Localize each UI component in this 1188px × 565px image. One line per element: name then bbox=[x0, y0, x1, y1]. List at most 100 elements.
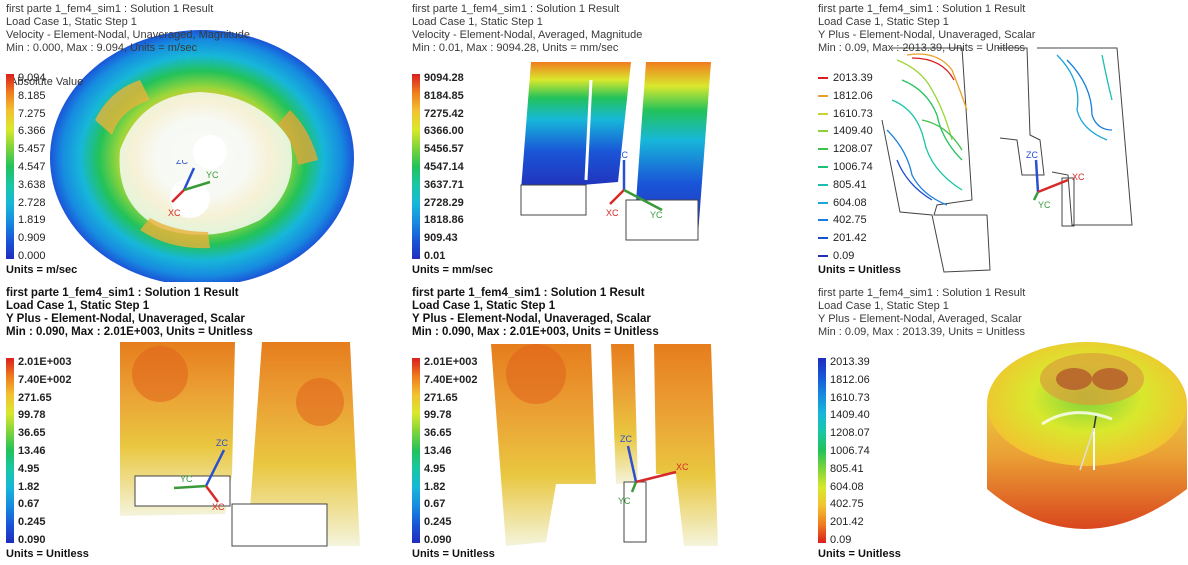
units-label: Units = mm/sec bbox=[412, 264, 494, 276]
legend-tick-label: 7275.42 bbox=[424, 108, 464, 120]
legend-tick-text: 1006.74 bbox=[833, 161, 873, 173]
xc-label: XC bbox=[212, 502, 225, 510]
legend-tick-text: 0.909 bbox=[18, 232, 46, 245]
header-line-range: Min : 0.090, Max : 2.01E+003, Units = Un… bbox=[412, 326, 659, 338]
legend-color-bar bbox=[6, 358, 14, 543]
legend-tick-text: 1610.73 bbox=[833, 107, 873, 120]
legend-tick-text: 805.41 bbox=[833, 178, 867, 191]
xc-label: XC bbox=[1072, 172, 1085, 182]
header-line-title: first parte 1_fem4_sim1 : Solution 1 Res… bbox=[412, 287, 645, 299]
legend-tick-label: 2013.39 bbox=[830, 356, 870, 368]
header-line-loadcase: Load Case 1, Static Step 1 bbox=[818, 16, 949, 28]
yplus-section-contour-b bbox=[491, 344, 718, 546]
legend-tick-label: 4.95 bbox=[18, 463, 39, 475]
legend-tick-text: 1818.86 bbox=[424, 214, 464, 227]
legend-tick-text: 1208.07 bbox=[830, 427, 870, 440]
legend-tick-label: 13.46 bbox=[424, 445, 452, 457]
legend-line-swatch bbox=[818, 219, 828, 222]
units-label: Units = Unitless bbox=[818, 548, 901, 560]
velocity-disk-contour bbox=[50, 30, 354, 282]
legend-tick-label: 0.245 bbox=[424, 516, 452, 528]
legend-tick-label: 99.78 bbox=[18, 409, 46, 421]
header-line-range: Min : 0.01, Max : 9094.28, Units = mm/se… bbox=[412, 42, 619, 54]
legend-tick-label: 0.245 bbox=[18, 516, 46, 528]
legend-tick-label: 271.65 bbox=[18, 392, 52, 404]
legend-tick-text: 1006.74 bbox=[830, 445, 870, 457]
legend-tick-text: 1610.73 bbox=[830, 391, 870, 404]
legend-tick-label: 1610.73 bbox=[818, 107, 873, 120]
legend-tick-text: 805.41 bbox=[830, 462, 864, 475]
header-line-quantity: Y Plus - Element-Nodal, Unaveraged, Scal… bbox=[412, 313, 651, 325]
legend-tick-text: 604.08 bbox=[833, 196, 867, 209]
header-line-range: Min : 0.09, Max : 2013.39, Units = Unitl… bbox=[818, 326, 1025, 338]
yplus-section-contour-a bbox=[120, 342, 360, 547]
header-line-loadcase: Load Case 1, Static Step 1 bbox=[818, 300, 949, 312]
legend-tick-text: 1409.40 bbox=[833, 125, 873, 138]
legend-tick-text: 2.01E+003 bbox=[18, 356, 72, 368]
legend-tick-text: 0.01 bbox=[424, 250, 446, 262]
legend-tick-text: 7.40E+002 bbox=[424, 373, 478, 386]
legend-title: Absolute Value bbox=[10, 76, 84, 88]
legend-tick-text: 201.42 bbox=[830, 516, 864, 529]
legend-tick-label: 9094.28 bbox=[424, 72, 464, 84]
legend-tick-label: 604.08 bbox=[830, 481, 864, 493]
legend-tick-label: 0.090 bbox=[18, 534, 46, 546]
legend-tick-text: 9094.28 bbox=[424, 72, 464, 84]
legend-tick-label: 909.43 bbox=[424, 232, 458, 244]
legend-tick-label: 13.46 bbox=[18, 445, 46, 457]
units-label: Units = m/sec bbox=[6, 264, 78, 276]
legend-tick-text: 1208.07 bbox=[833, 143, 873, 156]
legend-tick-text: 271.65 bbox=[18, 391, 52, 404]
zc-label: ZC bbox=[616, 150, 628, 160]
legend-color-bar bbox=[412, 74, 420, 259]
legend-line-swatch bbox=[818, 77, 828, 80]
legend-tick-label: 1006.74 bbox=[830, 445, 870, 457]
header-line-loadcase: Load Case 1, Static Step 1 bbox=[412, 300, 556, 312]
legend-line-swatch bbox=[818, 166, 828, 169]
legend-tick-label: 805.41 bbox=[818, 178, 867, 191]
legend-tick-label: 1812.06 bbox=[830, 374, 870, 386]
legend-tick-text: 604.08 bbox=[830, 480, 864, 493]
legend-tick-label: 1610.73 bbox=[830, 392, 870, 404]
legend-line-swatch bbox=[818, 183, 828, 186]
legend-tick-text: 3.638 bbox=[18, 178, 46, 191]
legend-line-swatch bbox=[818, 237, 828, 240]
coordinate-triad: ZC XC YC bbox=[168, 160, 219, 218]
header-line-title: first parte 1_fem4_sim1 : Solution 1 Res… bbox=[412, 3, 620, 15]
coordinate-triad: ZC XC YC bbox=[1026, 150, 1085, 210]
legend-tick-label: 2.01E+003 bbox=[18, 356, 72, 368]
yplus-isoline-plot bbox=[881, 47, 1133, 273]
legend-tick-label: 7.275 bbox=[18, 108, 46, 120]
legend-tick-text: 36.65 bbox=[424, 427, 452, 440]
legend-tick-text: 6.366 bbox=[18, 125, 46, 138]
legend-tick-text: 1.82 bbox=[18, 480, 40, 493]
legend-color-bar bbox=[818, 358, 826, 543]
panel-header: first parte 1_fem4_sim1 : Solution 1 Res… bbox=[412, 287, 659, 339]
yc-label: YC bbox=[1038, 200, 1051, 210]
xc-label: XC bbox=[168, 208, 181, 218]
legend-tick-text: 8184.85 bbox=[424, 89, 464, 102]
header-line-quantity: Y Plus - Element-Nodal, Unaveraged, Scal… bbox=[818, 29, 1036, 41]
legend-tick-label: 0.09 bbox=[830, 534, 851, 546]
zc-label: ZC bbox=[176, 160, 188, 166]
legend-tick-label: 1.82 bbox=[18, 481, 39, 493]
result-panel-1: first parte 1_fem4_sim1 : Solution 1 Res… bbox=[0, 0, 396, 282]
header-line-range: Min : 0.000, Max : 9.094, Units = m/sec bbox=[6, 42, 198, 54]
legend-tick-text: 0.245 bbox=[424, 516, 452, 529]
legend-tick-text: 0.67 bbox=[18, 498, 40, 511]
legend-tick-label: 201.42 bbox=[818, 232, 867, 245]
legend-tick-label: 2013.39 bbox=[818, 72, 873, 84]
legend-tick-label: 7.40E+002 bbox=[424, 374, 478, 386]
legend-tick-label: 604.08 bbox=[818, 196, 867, 209]
legend-tick-label: 402.75 bbox=[830, 498, 864, 510]
header-line-loadcase: Load Case 1, Static Step 1 bbox=[412, 16, 543, 28]
legend-tick-text: 13.46 bbox=[424, 445, 452, 457]
legend-tick-text: 271.65 bbox=[424, 391, 458, 404]
legend-tick-label: 1409.40 bbox=[830, 409, 870, 421]
panel-header: first parte 1_fem4_sim1 : Solution 1 Res… bbox=[6, 287, 253, 339]
legend-tick-label: 2.01E+003 bbox=[424, 356, 478, 368]
legend-tick-text: 201.42 bbox=[833, 232, 867, 245]
legend-tick-text: 99.78 bbox=[18, 409, 46, 422]
legend-tick-label: 99.78 bbox=[424, 409, 452, 421]
zc-label: ZC bbox=[1026, 150, 1038, 160]
